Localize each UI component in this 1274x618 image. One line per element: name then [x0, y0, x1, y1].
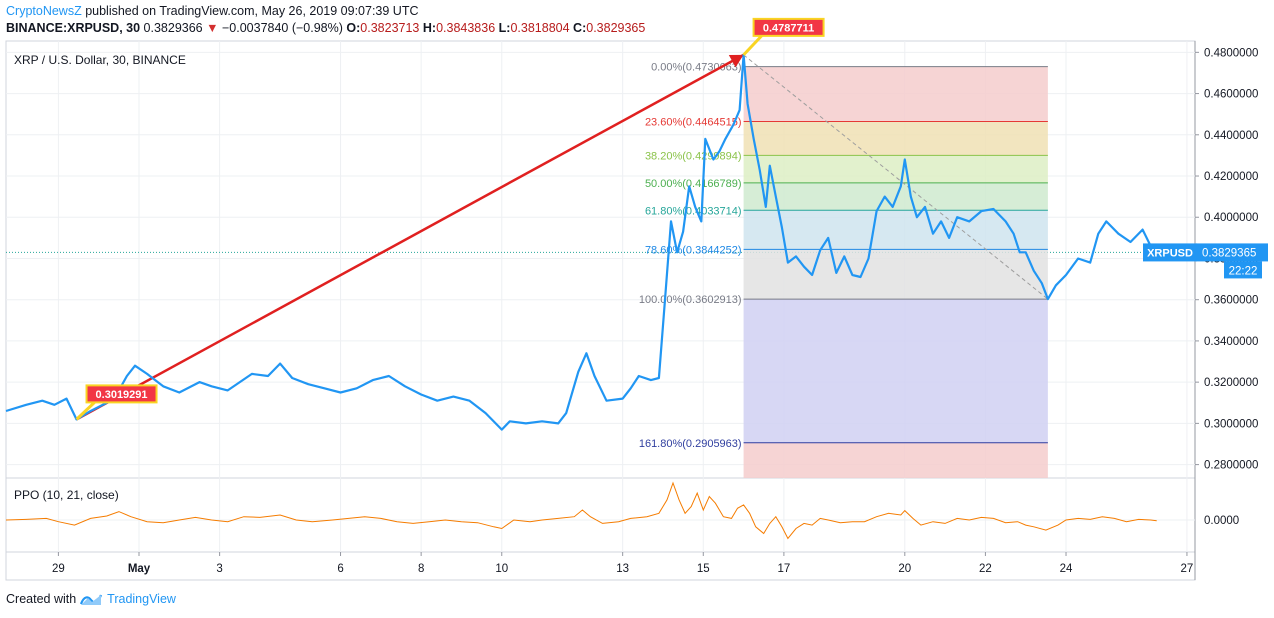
fib-zone [743, 121, 1048, 156]
x-tick-label: 3 [216, 563, 222, 575]
callout-pointer [742, 34, 763, 56]
price-callout-text: 0.4787711 [763, 22, 814, 34]
symbol-tag-label: XRPUSD [1147, 247, 1193, 259]
x-tick-label: May [128, 563, 151, 575]
price-line-group [5, 53, 1158, 431]
y-tick-label: 0.4600000 [1204, 89, 1258, 101]
fib-level-label: 50.00%(0.4166789) [645, 178, 742, 190]
fib-zone-extension [743, 442, 1048, 478]
y-tick-label: 0.4200000 [1204, 171, 1258, 183]
fib-level-label: 78.60%(0.3844252) [645, 244, 742, 256]
x-tick-label: 8 [418, 563, 424, 575]
y-tick-label: 0.3600000 [1204, 295, 1258, 307]
last-price-tag-value: 0.3829365 [1202, 247, 1256, 259]
y-tick-label: 0.4000000 [1204, 212, 1258, 224]
high-value: 0.3843836 [436, 21, 496, 35]
chart-header: CryptoNewsZ published on TradingView.com… [6, 3, 1274, 39]
fib-zone [743, 249, 1048, 300]
chart-title: XRP / U.S. Dollar, 30, BINANCE [14, 53, 186, 67]
down-arrow-icon: ▼ [206, 21, 219, 35]
open-label: O: [346, 21, 361, 35]
created-with-label: Created with [6, 592, 77, 606]
callout-pointer [75, 401, 96, 421]
fib-level-label: 100.00%(0.3602913) [639, 294, 742, 306]
high-label: H: [422, 21, 437, 35]
fibonacci-retracement[interactable]: 0.00%(0.4730663) 23.60%(0.4464515) 38.20%(… [639, 54, 1049, 478]
trend-arrow[interactable] [75, 53, 745, 421]
y-tick-label: 0.3000000 [1204, 418, 1258, 430]
fib-zone [743, 155, 1048, 183]
x-tick-label: 22 [979, 563, 992, 575]
publish-line: CryptoNewsZ published on TradingView.com… [6, 3, 1274, 20]
close-label: C: [573, 21, 587, 35]
price-callout-box [85, 384, 158, 404]
countdown-tag-box [1224, 261, 1262, 279]
price-change: −0.0037840 (−0.98%) [221, 21, 343, 35]
fib-level-label: 23.60%(0.4464515) [645, 116, 742, 128]
x-tick-label: 15 [697, 563, 710, 575]
ppo-label: PPO (10, 21, close) [14, 488, 119, 502]
footer: Created with TradingView [6, 592, 176, 606]
tradingview-logo-icon [79, 594, 102, 605]
x-tick-label: 20 [898, 563, 911, 575]
ppo-line [5, 481, 1157, 540]
open-value: 0.3823713 [360, 21, 420, 35]
x-tick-label: 10 [495, 563, 508, 575]
fib-trend-line [743, 54, 1049, 300]
fib-zone [743, 210, 1048, 250]
price-line [5, 53, 1158, 431]
y-tick-label: 0.4800000 [1204, 47, 1258, 59]
y-tick-label: 0.4400000 [1204, 130, 1258, 142]
price-callouts[interactable]: 0.3019291 0.4787711 [75, 17, 825, 421]
last-price: 0.3829366 [143, 21, 203, 35]
ohlc-line: BINANCE:XRPUSD, 30 0.3829366 ▼ −0.003784… [6, 20, 1274, 37]
low-value: 0.3818804 [510, 21, 570, 35]
x-tick-label: 17 [777, 563, 790, 575]
ppo-pane-frame [5, 477, 1196, 553]
fib-zone [743, 66, 1048, 122]
y-tick-label: 0.3200000 [1204, 377, 1258, 389]
y-tick-label: 0.2800000 [1204, 460, 1258, 472]
y-tick-label: 0.3400000 [1204, 336, 1258, 348]
fib-level-label: 38.20%(0.4299894) [645, 150, 742, 162]
close-value: 0.3829365 [586, 21, 646, 35]
symbol-label[interactable]: BINANCE:XRPUSD, 30 [6, 21, 141, 35]
axes: 0.4800000 0.4600000 0.4400000 0.4200000 0.40… [52, 47, 1268, 575]
price-callout-box [752, 17, 825, 37]
low-label: L: [498, 21, 511, 35]
ppo-indicator [5, 481, 1157, 540]
time-axis-frame [5, 551, 1196, 581]
tradingview-link[interactable]: TradingView [107, 592, 176, 606]
trend-arrow-head [728, 54, 744, 68]
fib-zone [743, 299, 1048, 443]
price-callout-text: 0.3019291 [96, 389, 148, 401]
trend-arrow-line [75, 53, 745, 421]
author-link[interactable]: CryptoNewsZ [6, 4, 82, 18]
fib-level-label: 61.80%(0.4033714) [645, 205, 742, 217]
x-tick-label: 6 [337, 563, 343, 575]
x-tick-label: 29 [52, 563, 65, 575]
symbol-tag-box [1143, 243, 1197, 262]
countdown-tag-text: 22:22 [1229, 265, 1258, 277]
fib-level-label: 161.80%(0.2905963) [639, 438, 742, 450]
fib-level-label: 0.00%(0.4730663) [651, 62, 742, 74]
x-tick-label: 13 [616, 563, 629, 575]
ppo-y-tick-label: 0.0000 [1204, 515, 1239, 527]
x-tick-label: 27 [1181, 563, 1194, 575]
publish-info: published on TradingView.com, May 26, 20… [81, 4, 419, 18]
last-price-tag-box [1196, 243, 1268, 262]
x-tick-label: 24 [1060, 563, 1073, 575]
